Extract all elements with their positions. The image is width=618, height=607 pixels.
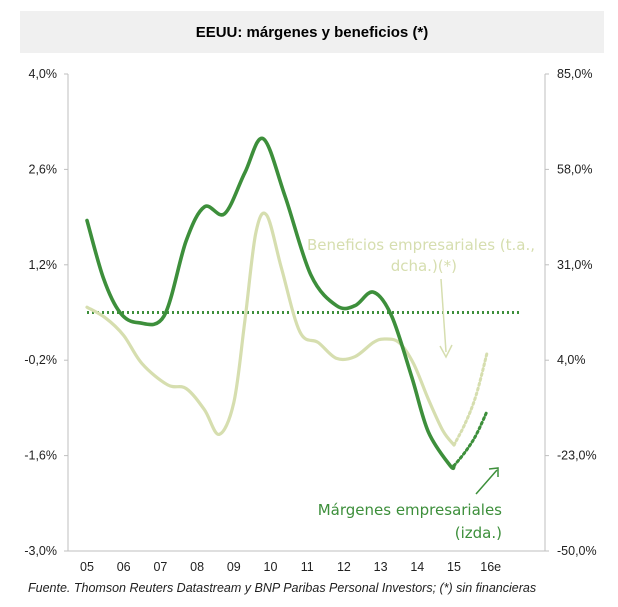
left-tick-label: 1,2% [29,258,58,272]
series-margenes-line [85,136,456,471]
x-tick-label: 10 [264,560,278,574]
x-tick-label: 13 [374,560,388,574]
annotation-margenes-line2: (izda.) [455,524,502,542]
x-tick-label: 16e [480,560,501,574]
x-tick-label: 11 [301,560,314,574]
right-tick-label: 4,0% [557,353,586,367]
series-beneficios-forecast [452,351,489,447]
annotation-beneficios-arrow [440,278,447,353]
chart-title: EEUU: márgenes y beneficios (*) [195,23,429,41]
x-tick-label: 15 [447,560,461,574]
chart-title-bar: EEUU: márgenes y beneficios (*) [20,11,604,53]
left-tick-label: 2,6% [29,162,58,176]
annotation-beneficios-line2: dcha.)(*) [391,257,457,275]
source-note: Fuente. Thomson Reuters Datastream y BNP… [28,581,537,595]
left-tick-label: -0,2% [24,353,57,367]
x-tick-label: 14 [410,560,424,574]
series-margenes-forecast [452,409,489,468]
annotation-beneficios-line1: Beneficios empresariales (t.a., [307,236,535,254]
annotation-margenes-arrow [475,469,498,495]
right-tick-label: -23,0% [557,449,597,463]
x-tick-label: 12 [337,560,351,574]
left-tick-label: 4,0% [29,67,58,81]
left-tick-label: -3,0% [24,544,57,558]
annotation-beneficios-arrowhead [439,344,453,359]
annotation-margenes-line1: Márgenes empresariales [318,501,502,519]
annotation-margenes-arrowhead [488,467,499,477]
x-tick-label: 06 [117,560,131,574]
right-tick-label: 31,0% [557,258,592,272]
x-tick-label: 09 [227,560,241,574]
left-tick-label: -1,6% [24,449,57,463]
right-tick-label: 58,0% [557,162,592,176]
x-tick-label: 08 [190,560,204,574]
right-tick-label: -50,0% [557,544,597,558]
x-tick-label: 05 [80,560,94,574]
right-tick-label: 85,0% [557,67,592,81]
x-tick-label: 07 [153,560,167,574]
series-beneficios-line [85,211,456,447]
